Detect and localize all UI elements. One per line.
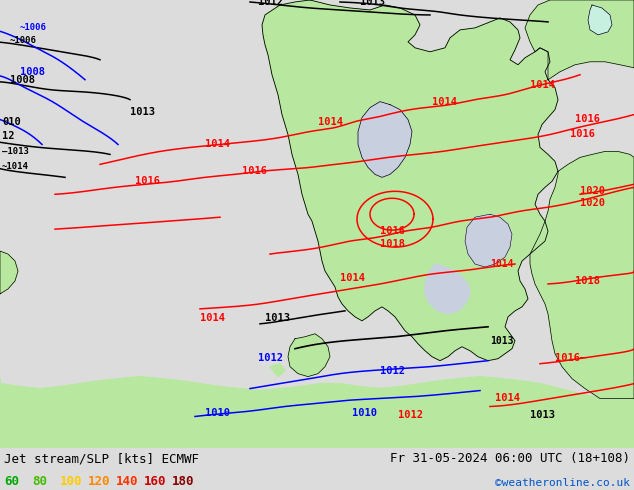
Text: 1013: 1013 bbox=[360, 0, 385, 7]
Text: 1012: 1012 bbox=[258, 353, 283, 363]
Text: 180: 180 bbox=[172, 475, 195, 488]
Text: 1010: 1010 bbox=[205, 409, 230, 418]
Polygon shape bbox=[0, 251, 18, 294]
Polygon shape bbox=[530, 151, 634, 398]
Text: ~1014: ~1014 bbox=[2, 162, 29, 171]
Text: ~1006: ~1006 bbox=[10, 36, 37, 45]
Polygon shape bbox=[425, 264, 470, 314]
Text: 1014: 1014 bbox=[200, 313, 225, 323]
Text: 1013: 1013 bbox=[130, 107, 155, 117]
Text: 1014: 1014 bbox=[432, 97, 457, 107]
Polygon shape bbox=[588, 5, 612, 35]
Text: 1014: 1014 bbox=[530, 80, 555, 90]
Text: ~1006: ~1006 bbox=[20, 23, 47, 32]
Polygon shape bbox=[262, 0, 558, 361]
Text: 1014: 1014 bbox=[490, 259, 514, 269]
Text: 1020: 1020 bbox=[580, 186, 605, 196]
Text: 1012: 1012 bbox=[258, 0, 283, 7]
Polygon shape bbox=[358, 101, 412, 177]
Text: 80: 80 bbox=[32, 475, 47, 488]
Text: 1016: 1016 bbox=[242, 167, 267, 176]
Text: 1008: 1008 bbox=[10, 74, 35, 85]
Polygon shape bbox=[525, 0, 634, 80]
Text: 1013: 1013 bbox=[490, 336, 514, 346]
Text: 60: 60 bbox=[4, 475, 19, 488]
Polygon shape bbox=[270, 364, 285, 377]
Text: 120: 120 bbox=[88, 475, 110, 488]
Text: 1014: 1014 bbox=[205, 140, 230, 149]
Text: 1016: 1016 bbox=[135, 176, 160, 186]
Text: Jet stream/SLP [kts] ECMWF: Jet stream/SLP [kts] ECMWF bbox=[4, 452, 199, 466]
Polygon shape bbox=[288, 334, 330, 377]
Text: 100: 100 bbox=[60, 475, 82, 488]
Text: 1016: 1016 bbox=[570, 129, 595, 140]
Text: —1013: —1013 bbox=[2, 147, 29, 156]
Polygon shape bbox=[465, 214, 512, 267]
Text: Fr 31-05-2024 06:00 UTC (18+108): Fr 31-05-2024 06:00 UTC (18+108) bbox=[390, 452, 630, 466]
Text: 1012: 1012 bbox=[380, 366, 405, 376]
Polygon shape bbox=[0, 389, 634, 448]
Text: 1013: 1013 bbox=[265, 313, 290, 323]
Text: 160: 160 bbox=[144, 475, 167, 488]
Text: 1008: 1008 bbox=[20, 67, 45, 77]
Text: 1016: 1016 bbox=[575, 114, 600, 123]
Text: 1012: 1012 bbox=[398, 411, 423, 420]
Text: 1010: 1010 bbox=[352, 409, 377, 418]
Text: 010: 010 bbox=[2, 117, 21, 126]
Text: ©weatheronline.co.uk: ©weatheronline.co.uk bbox=[495, 478, 630, 488]
Text: 1014: 1014 bbox=[495, 392, 520, 402]
Polygon shape bbox=[0, 377, 634, 448]
Text: 1018: 1018 bbox=[575, 276, 600, 286]
Text: 1013: 1013 bbox=[530, 411, 555, 420]
Text: 1014: 1014 bbox=[340, 273, 365, 283]
Text: 1014: 1014 bbox=[318, 117, 343, 126]
Text: 1016–: 1016– bbox=[555, 353, 586, 363]
Text: 1018: 1018 bbox=[380, 239, 405, 249]
Text: 1020: 1020 bbox=[580, 198, 605, 208]
Text: 1016: 1016 bbox=[380, 226, 405, 236]
Text: 140: 140 bbox=[116, 475, 138, 488]
Text: 12: 12 bbox=[2, 131, 15, 142]
